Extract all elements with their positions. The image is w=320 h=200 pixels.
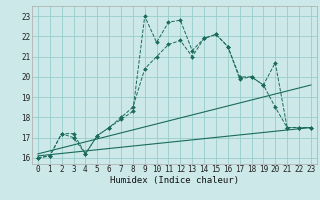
X-axis label: Humidex (Indice chaleur): Humidex (Indice chaleur) [110, 176, 239, 185]
